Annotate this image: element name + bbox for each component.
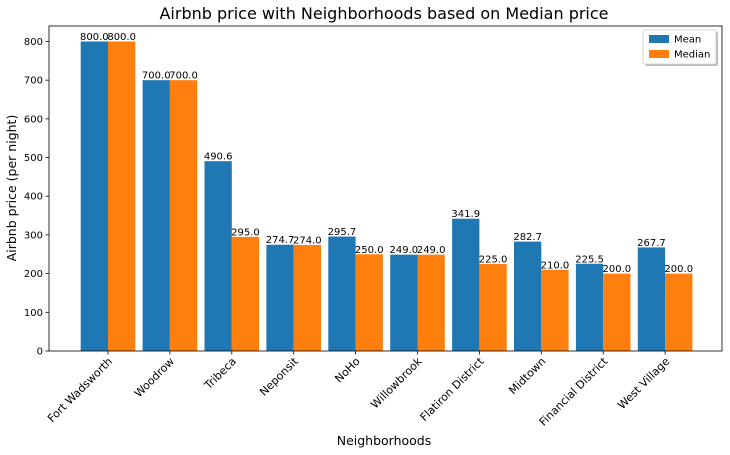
data-label-median-6: 225.0: [479, 254, 508, 265]
y-tick-label: 800: [24, 37, 43, 48]
data-label-mean-7: 282.7: [513, 232, 542, 243]
legend-label-median: Median: [674, 50, 710, 61]
x-tick-label: Tribeca: [201, 355, 239, 393]
data-label-mean-8: 225.5: [575, 254, 604, 265]
y-tick-label: 500: [24, 153, 43, 164]
data-label-median-5: 249.0: [417, 245, 446, 256]
bar-mean-7: [514, 241, 542, 351]
bar-mean-3: [266, 244, 294, 351]
y-tick-label: 600: [24, 114, 43, 125]
data-label-median-1: 700.0: [169, 71, 198, 82]
bar-median-1: [169, 80, 198, 352]
bar-mean-5: [390, 254, 418, 351]
bar-median-5: [417, 254, 445, 351]
y-tick-label: 100: [24, 308, 43, 319]
bar-mean-0: [80, 41, 108, 351]
plot-area: 800.0 700.0 490.6 274.7 295.7 249.0 341.9 282.7…: [24, 25, 723, 429]
data-label-median-0: 800.0: [107, 32, 136, 43]
y-tick-label: 400: [24, 192, 43, 203]
bar-median-3: [293, 244, 321, 351]
data-label-median-9: 200.0: [664, 264, 693, 275]
x-axis-label: Neighborhoods: [337, 433, 432, 448]
chart-title: Airbnb price with Neighborhoods based on…: [159, 4, 608, 23]
data-label-median-8: 200.0: [603, 264, 632, 275]
axes-frame: [48, 25, 723, 352]
data-label-mean-6: 341.9: [451, 209, 480, 220]
data-label-median-3: 274.0: [293, 235, 322, 246]
data-label-mean-5: 249.0: [390, 245, 419, 256]
data-label-mean-4: 295.7: [328, 227, 357, 238]
x-tick-label: Midtown: [506, 355, 548, 397]
x-tick-label: Fort Wadsworth: [45, 355, 115, 425]
bar-median-7: [541, 269, 569, 351]
x-tick-label: Willowbrook: [368, 354, 425, 411]
legend-swatch-mean: [649, 35, 669, 43]
y-tick-label: 300: [24, 230, 43, 241]
y-tick-label: 700: [24, 76, 43, 87]
legend: Mean Median: [642, 29, 718, 66]
x-tick-label: West Village: [615, 355, 672, 412]
data-label-mean-3: 274.7: [266, 235, 295, 246]
bar-mean-9: [637, 247, 666, 351]
bar-median-6: [479, 263, 507, 351]
x-tick-label: Woodrow: [132, 355, 177, 400]
y-axis-label: Airbnb price (per night): [4, 115, 19, 262]
bar-mean-6: [452, 218, 480, 351]
x-tick-label: Neponsit: [257, 354, 301, 398]
legend-swatch-median: [649, 50, 669, 58]
y-tick-label: 200: [24, 269, 43, 280]
bar-median-0: [108, 41, 136, 351]
bar-median-2: [231, 236, 260, 351]
x-tick-label: Flatiron District: [418, 354, 487, 423]
data-label-mean-9: 267.7: [637, 238, 666, 249]
x-tick-label: NoHo: [332, 355, 363, 386]
bar-mean-1: [142, 80, 170, 352]
bar-median-9: [665, 273, 693, 351]
y-tick-label: 0: [37, 347, 43, 358]
data-label-median-4: 250.0: [355, 245, 384, 256]
x-tick-label: Financial District: [537, 354, 611, 428]
bar-mean-8: [575, 263, 604, 351]
bar-median-4: [355, 254, 383, 351]
bar-mean-2: [204, 161, 232, 351]
data-label-mean-0: 800.0: [80, 32, 109, 43]
data-label-median-2: 295.0: [231, 227, 260, 238]
legend-label-mean: Mean: [674, 35, 701, 46]
data-label-mean-2: 490.6: [204, 152, 233, 163]
bar-median-8: [603, 273, 631, 351]
data-label-mean-1: 700.0: [142, 71, 171, 82]
data-label-median-7: 210.0: [541, 260, 570, 271]
bar-mean-4: [328, 236, 356, 351]
